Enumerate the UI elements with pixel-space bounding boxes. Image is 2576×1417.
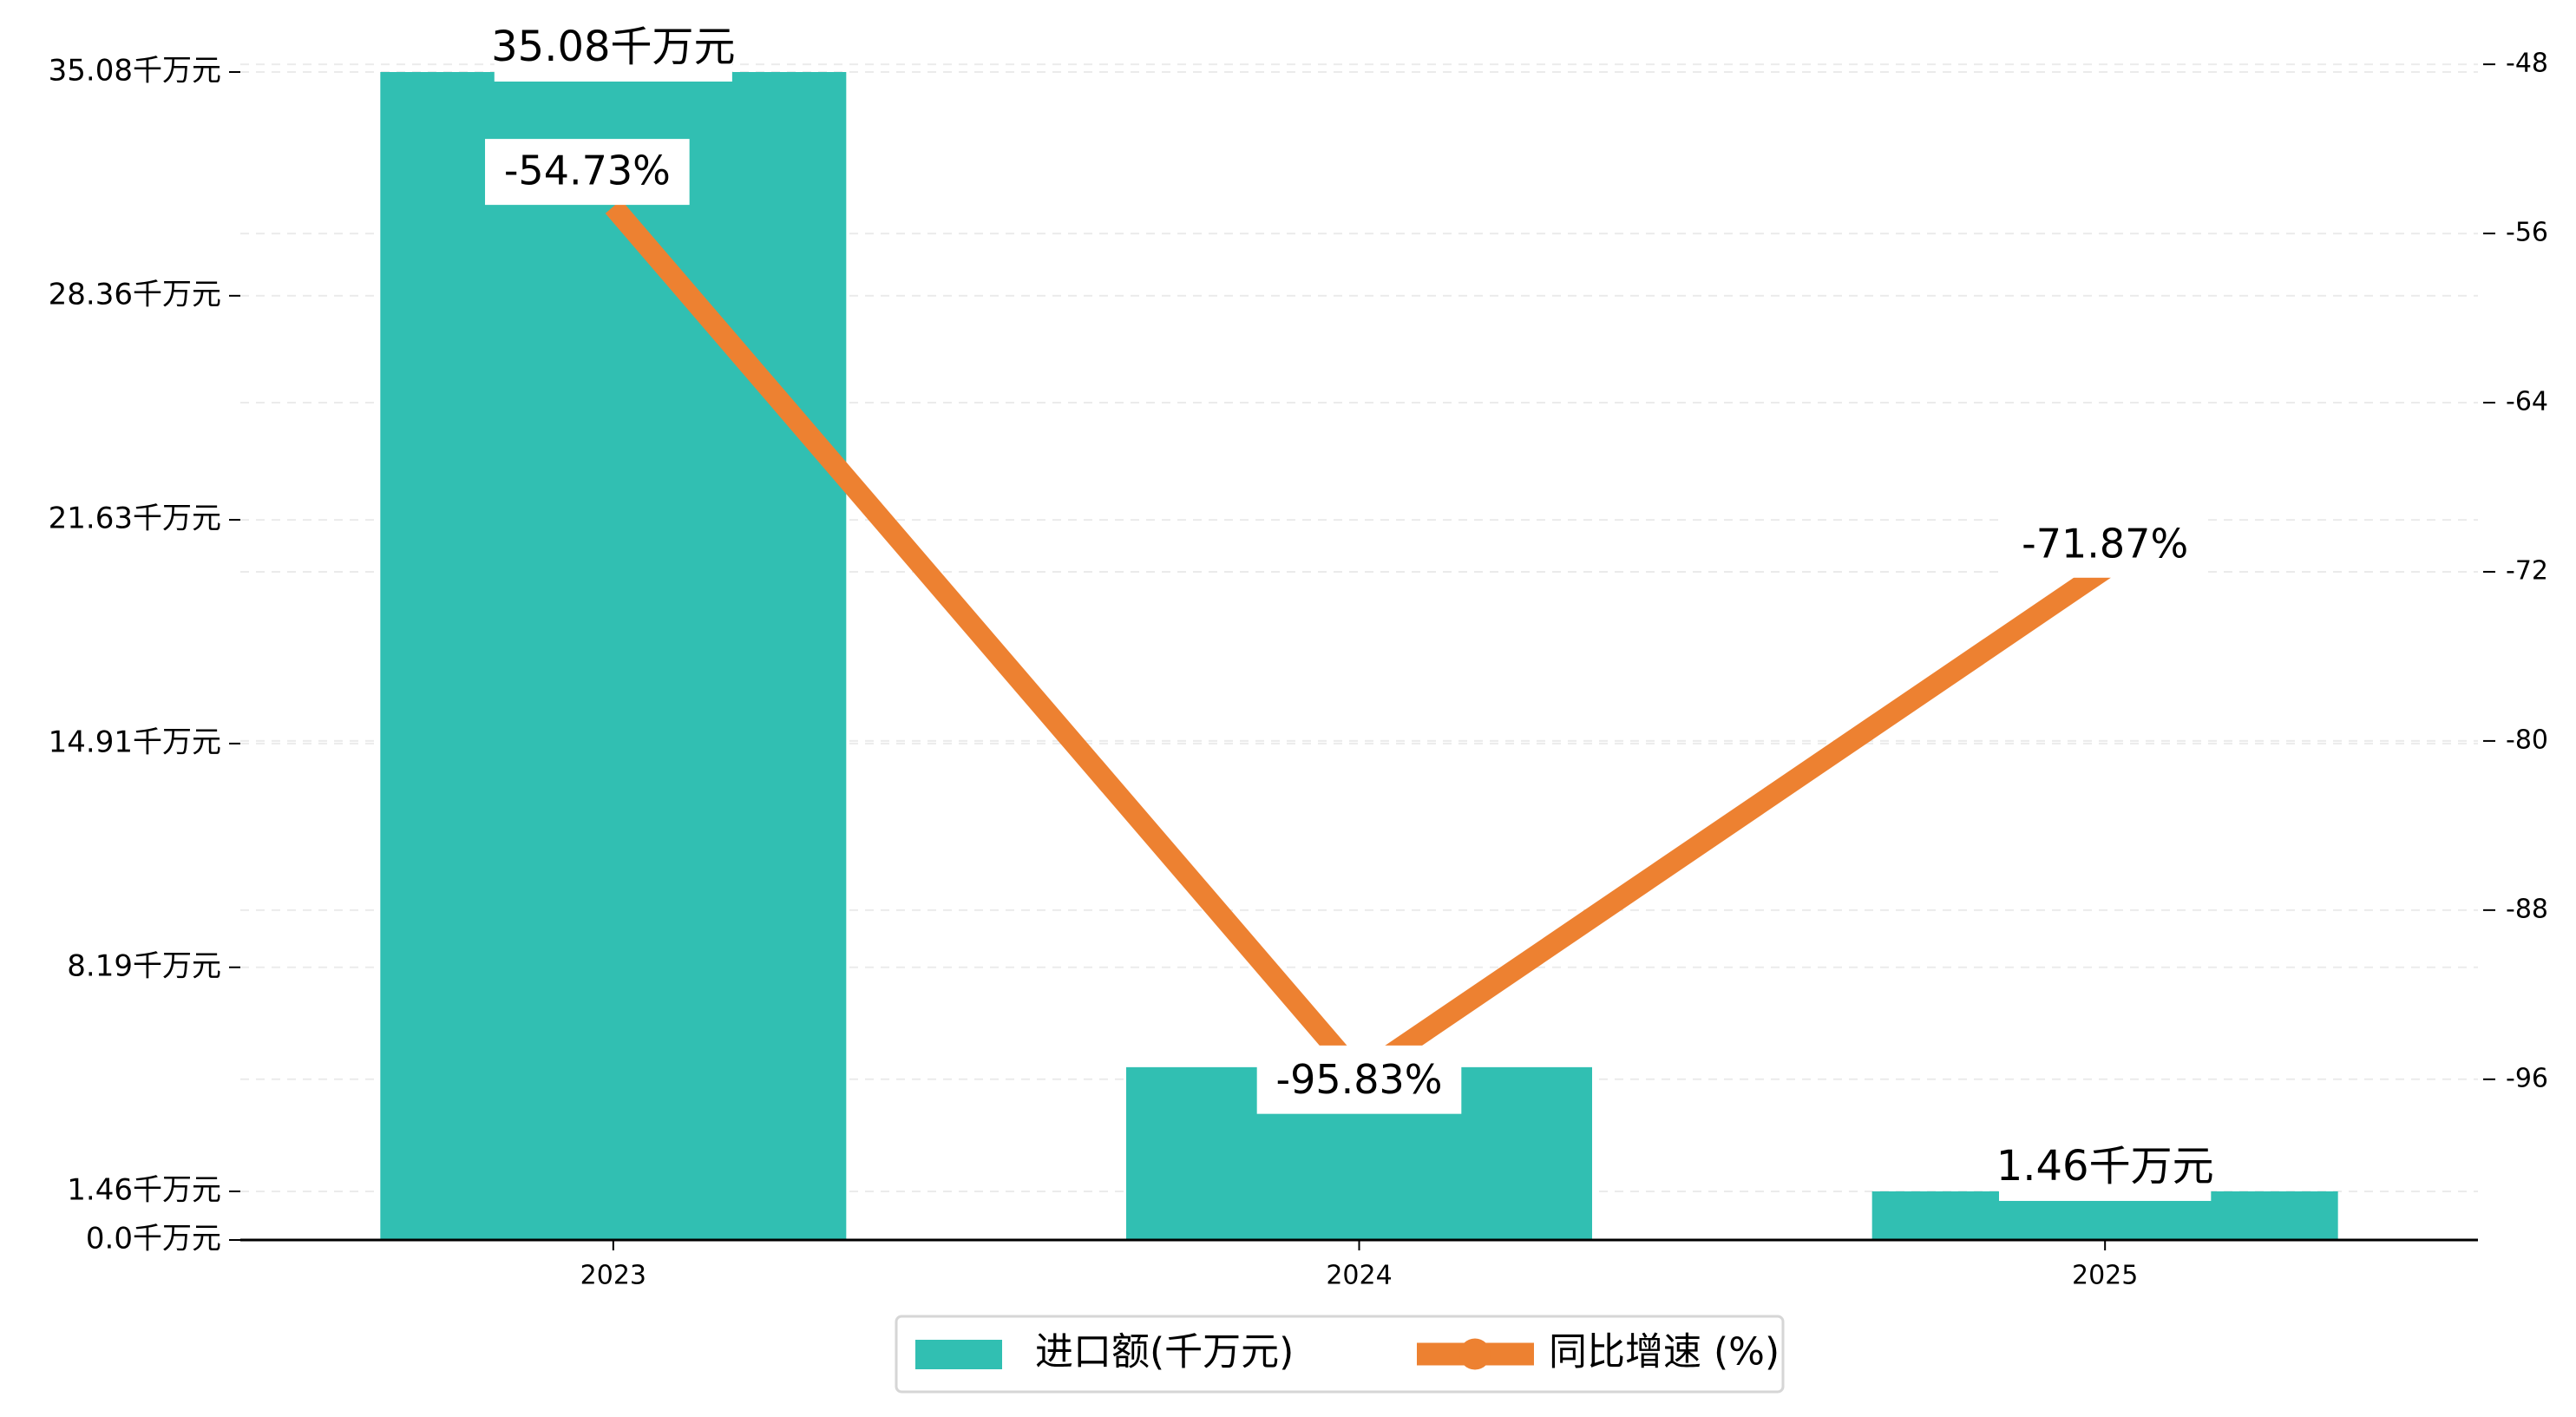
legend-line-marker xyxy=(1459,1338,1491,1370)
growth-value-label-box xyxy=(485,139,690,206)
axes: 0.0千万元 1.46千万元 8.19千万元 14.91千万元 21.63千万元 28.3… xyxy=(49,49,2548,1291)
bar-value-label-box xyxy=(494,14,732,82)
bar-value-label: 35.08千万元 xyxy=(491,23,735,71)
growth-value-label: -54.73% xyxy=(504,148,671,194)
y-left-tick-label: 0.0千万元 xyxy=(86,1222,221,1256)
y-left-tick-label: 14.91千万元 xyxy=(49,725,221,759)
legend-label-line: 同比增速 (%) xyxy=(1549,1330,1780,1374)
legend: 进口额(千万元) 同比增速 (%) xyxy=(895,1315,1785,1394)
y-left-tick-label: 1.46千万元 xyxy=(67,1172,221,1207)
y-right-tick-label: -64 xyxy=(2506,387,2548,417)
bar-series xyxy=(380,72,2338,1240)
y-right-tick-label: -72 xyxy=(2506,555,2548,586)
legend-label-bar: 进口额(千万元) xyxy=(1035,1330,1294,1374)
growth-value-label-box xyxy=(2002,511,2207,578)
x-tick-label: 2025 xyxy=(2072,1261,2138,1291)
growth-value-label: -71.87% xyxy=(2022,520,2188,567)
growth-value-label-box xyxy=(1256,1047,1462,1114)
legend-bar-swatch xyxy=(915,1340,1002,1369)
y-right-tick-label: -80 xyxy=(2506,725,2548,755)
y-left-tick-label: 21.63千万元 xyxy=(49,502,221,536)
bar-value-label-box xyxy=(1999,1132,2212,1201)
x-tick-label: 2024 xyxy=(1326,1261,1392,1291)
y-right-tick-label: -96 xyxy=(2506,1063,2548,1093)
bar-value-label: 1.46千万元 xyxy=(1996,1142,2214,1191)
y-right-tick-label: -48 xyxy=(2506,49,2548,79)
y-left-tick-label: 8.19千万元 xyxy=(67,948,221,983)
data-labels: 35.08千万元5.19千万元1.46千万元-54.73%-95.83%-71.… xyxy=(485,14,2214,1201)
bar xyxy=(380,72,847,1240)
y-right-tick-label: -88 xyxy=(2506,894,2548,924)
growth-value-label: -95.83% xyxy=(1276,1056,1443,1103)
legend-box xyxy=(895,1315,1785,1394)
y-left-tick-label: 28.36千万元 xyxy=(49,277,221,312)
x-tick-label: 2023 xyxy=(580,1261,646,1291)
y-right-tick-label: -56 xyxy=(2506,218,2548,248)
y-left-tick-label: 35.08千万元 xyxy=(49,54,221,89)
